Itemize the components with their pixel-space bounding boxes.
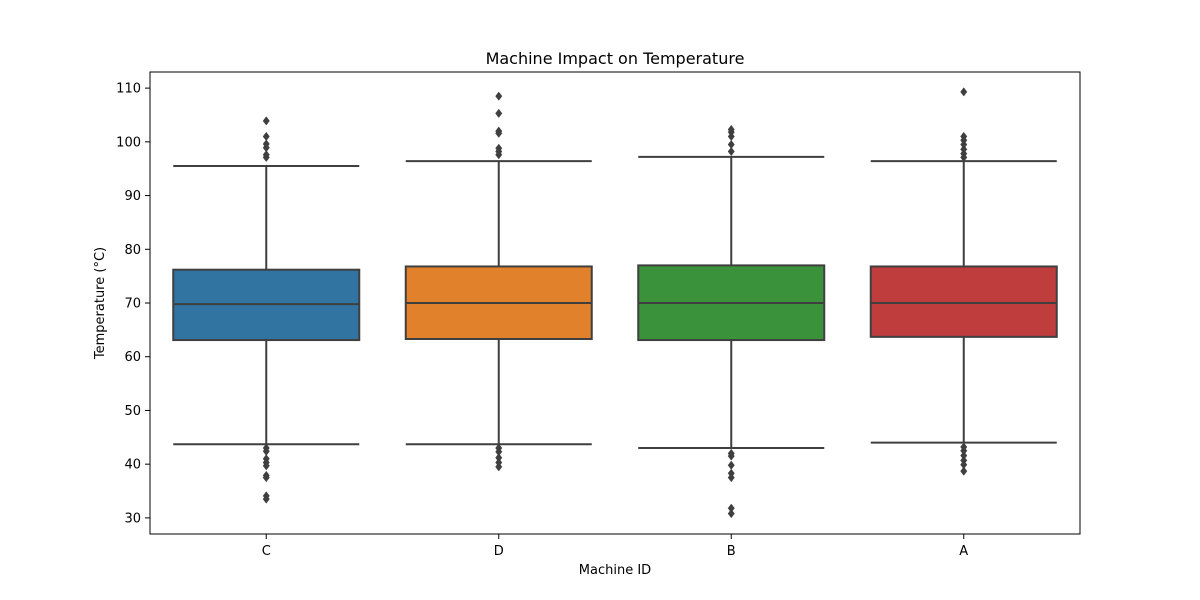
iqr-box-A [869,265,1058,338]
y-tick-label: 30 [124,511,141,526]
outlier-point [960,144,968,154]
x-axis-title: Machine ID [579,563,651,578]
outlier-point [495,91,503,101]
outlier-point [262,150,270,160]
outlier-point [495,462,503,472]
y-tick-label: 80 [124,243,141,258]
outlier-point [727,139,735,150]
y-tick-label: 110 [116,82,141,97]
outlier-point [727,472,735,483]
plot-area [172,87,1058,519]
chart-title: Machine Impact on Temperature [486,49,745,68]
x-tick-label-B: B [727,544,736,559]
box-B [637,124,826,519]
outlier-point [960,466,968,476]
x-tick-label-C: C [262,544,271,559]
outlier-point [262,461,270,471]
box-D [404,91,593,472]
outlier-point [960,87,968,97]
outlier-point [727,124,735,135]
x-tick-label-A: A [959,544,968,559]
outlier-point [262,131,270,142]
y-tick-label: 60 [124,350,141,365]
y-tick-label: 100 [116,135,141,150]
outlier-point [495,143,503,153]
outlier-point [262,116,270,126]
y-tick-label: 90 [124,189,141,204]
outlier-point [262,494,270,504]
box-A [869,87,1058,476]
y-tick-label: 40 [124,458,141,473]
x-tick-label-D: D [494,544,504,559]
outlier-point [495,126,503,136]
y-axis: 30 40 50 60 70 80 90 100 110 [116,82,150,526]
outlier-point [262,139,270,149]
y-tick-label: 50 [124,404,141,419]
outlier-point [727,508,735,519]
outlier-point [727,451,735,461]
y-tick-label: 70 [124,297,141,312]
box-C [172,116,361,504]
outlier-point [727,146,735,157]
outlier-point [262,472,270,483]
y-axis-title: Temperature (°C) [93,247,108,360]
outlier-point [960,131,968,142]
outlier-point [495,108,503,118]
